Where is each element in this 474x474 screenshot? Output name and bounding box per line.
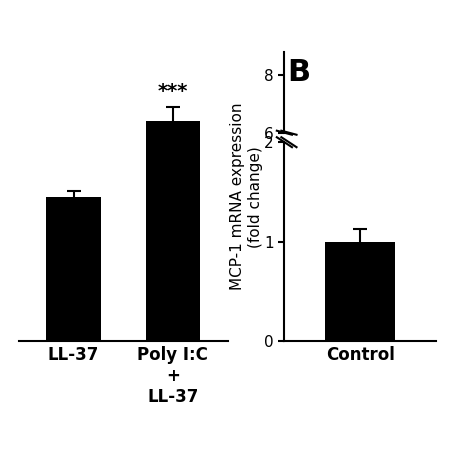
Bar xyxy=(146,121,200,341)
Text: MCP-1 mRNA expression
(fold change): MCP-1 mRNA expression (fold change) xyxy=(230,103,263,291)
Text: B: B xyxy=(287,58,310,87)
Bar xyxy=(46,197,101,341)
Text: ***: *** xyxy=(158,82,188,101)
Bar xyxy=(326,242,395,341)
